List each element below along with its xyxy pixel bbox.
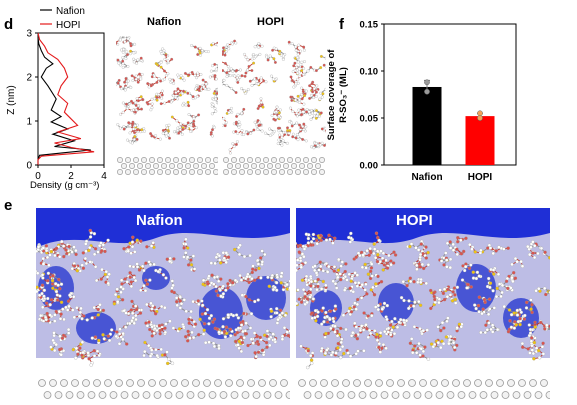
panel-label-f: f xyxy=(339,16,344,33)
snapshot-nafion-d xyxy=(116,36,218,186)
snapshot-title-hopi-e: HOPI xyxy=(396,212,433,229)
panel-label-d: d xyxy=(4,16,14,33)
density-xtick-label: 0 xyxy=(35,171,41,182)
coverage-data-point xyxy=(477,115,483,121)
snapshot-title-nafion-e: Nafion xyxy=(136,212,183,229)
snapshot-hopi-d xyxy=(222,36,326,186)
coverage-ylabel-line2: R-SO₃⁻ (ML) xyxy=(338,67,349,123)
coverage-ylabel-line1: Surface coverage of xyxy=(326,49,337,141)
legend-label-nafion: Nafion xyxy=(56,6,85,17)
density-ytick-label: 0 xyxy=(26,161,32,172)
coverage-ytick-label: 0.05 xyxy=(360,114,379,125)
snapshot-nafion-e xyxy=(36,208,290,405)
coverage-bar-hopi xyxy=(465,116,495,165)
density-ytick-label: 1 xyxy=(26,117,32,128)
coverage-ytick-label: 0.00 xyxy=(360,161,379,172)
density-xtick-label: 2 xyxy=(68,171,74,182)
coverage-data-point xyxy=(424,79,430,86)
coverage-category-label: HOPI xyxy=(468,172,493,183)
density-xlabel: Density (g cm⁻³) xyxy=(30,180,99,191)
coverage-bar-chart: 0.00 0.05 0.10 0.15 Nafion HOPI Surface cove… xyxy=(326,20,517,183)
density-line-hopi xyxy=(37,32,95,165)
snapshot-title-hopi-d: HOPI xyxy=(257,16,284,28)
density-ytick-label: 2 xyxy=(26,73,32,84)
coverage-bar-nafion xyxy=(412,86,442,165)
coverage-data-point xyxy=(477,110,483,117)
coverage-category-label: Nafion xyxy=(411,172,442,183)
coverage-plot-frame xyxy=(383,23,517,166)
coverage-ytick-label: 0.15 xyxy=(360,20,379,31)
density-ytick-label: 3 xyxy=(26,29,32,40)
density-line-nafion xyxy=(37,37,91,165)
coverage-data-point xyxy=(424,88,430,95)
panel-label-e: e xyxy=(4,197,13,214)
snapshot-hopi-e xyxy=(296,208,550,405)
density-ylabel: Z (nm) xyxy=(6,85,17,114)
coverage-ytick-label: 0.10 xyxy=(360,67,379,78)
density-xtick-label: 4 xyxy=(101,171,107,182)
snapshot-title-nafion-d: Nafion xyxy=(147,16,182,28)
legend-label-hopi: HOPI xyxy=(56,20,80,31)
